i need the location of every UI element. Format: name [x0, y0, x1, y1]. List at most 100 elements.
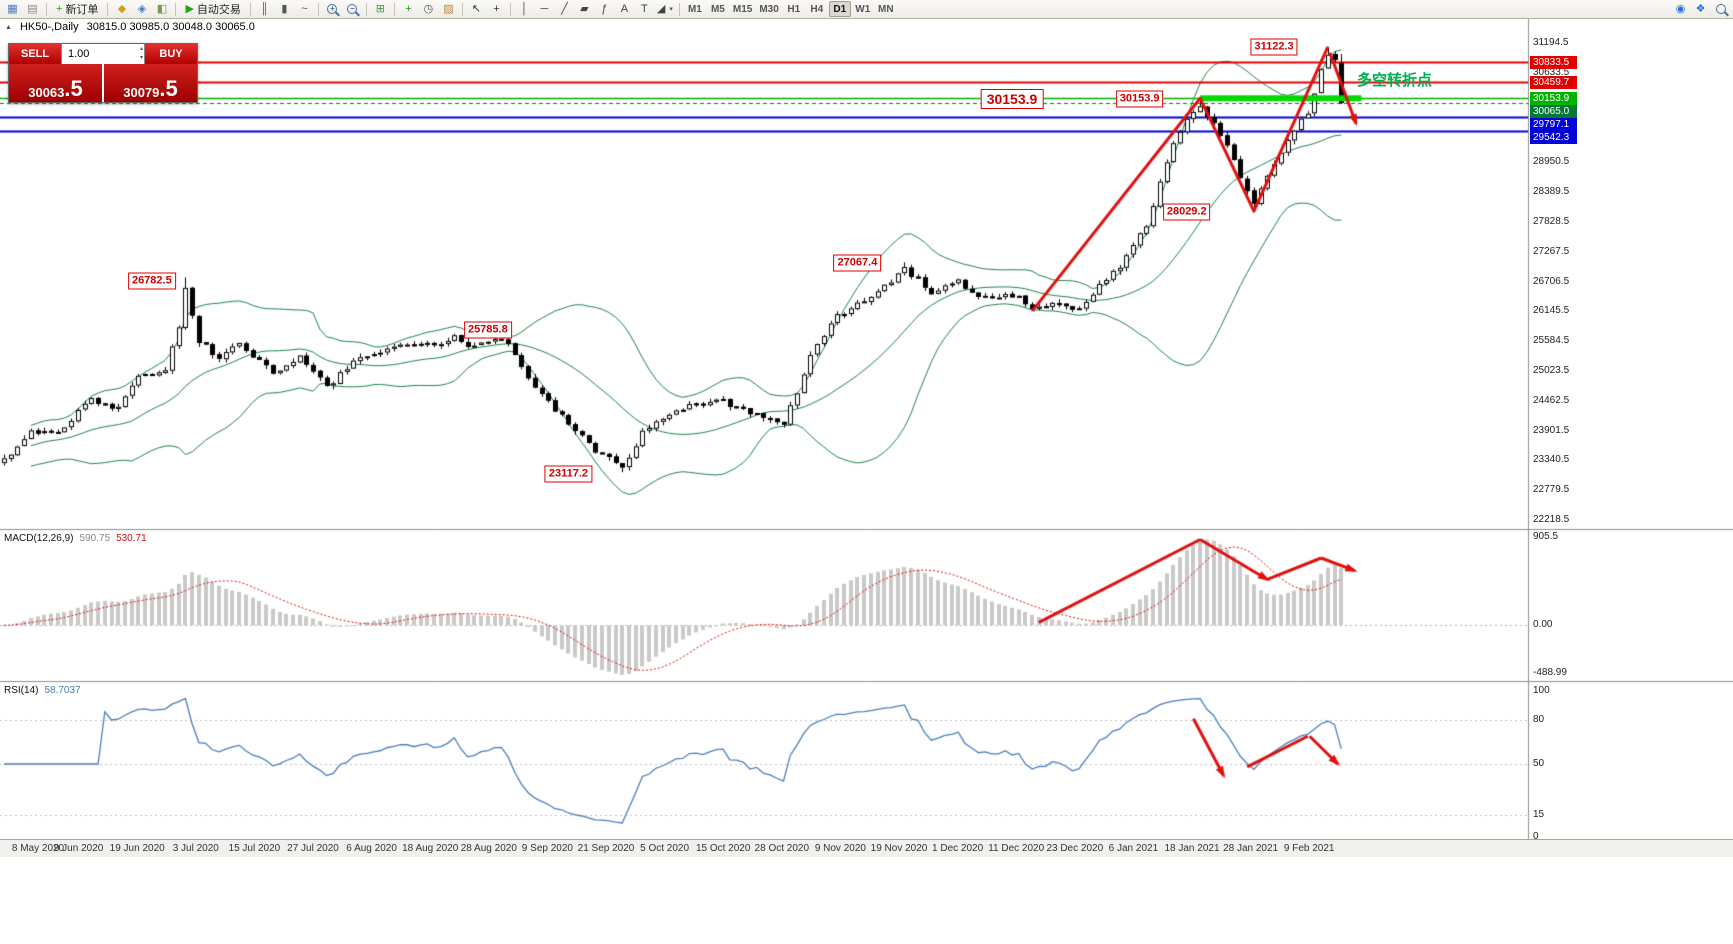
trendline-button[interactable]: ╱ [555, 1, 574, 17]
price-annotation-label[interactable]: 26782.5 [127, 272, 176, 290]
timeframe-m15-button[interactable]: M15 [732, 3, 753, 15]
toolbar-separator [678, 2, 680, 16]
arrows-list-button[interactable]: ◢ ▾ [655, 1, 675, 17]
time-axis-label: 6 Aug 2020 [346, 843, 397, 854]
fibonacci-icon: ƒ [601, 2, 608, 15]
sell-button[interactable]: SELL [9, 44, 61, 64]
toolbar-separator [107, 2, 109, 16]
turning-point-label[interactable]: 多空转折点 [1357, 72, 1433, 89]
search-button[interactable] [1711, 1, 1730, 17]
timeframe-h1-button[interactable]: H1 [787, 3, 801, 15]
community-icon: ◉ [1675, 2, 1686, 15]
new-order-icon: + [56, 2, 63, 15]
rsi-indicator-label: RSI(14) 58.7037 [4, 685, 81, 696]
toolbar-separator [249, 2, 251, 16]
rsi-value: 58.7037 [44, 685, 81, 696]
timeframe-w1-button[interactable]: W1 [855, 3, 871, 15]
time-axis-label: 11 Dec 2020 [988, 843, 1045, 854]
price-annotation-label[interactable]: 30153.9 [1115, 90, 1164, 108]
indicators-button[interactable]: + [399, 1, 418, 17]
buy-price[interactable]: 30079 .5 [104, 64, 197, 102]
new-chart-button[interactable]: ▦ [3, 1, 22, 17]
time-axis-label: 19 Jun 2020 [109, 843, 165, 854]
text-label-button[interactable]: T [635, 1, 654, 17]
volume-down-icon[interactable]: ▾ [139, 55, 143, 61]
zoom-in-button[interactable]: + [323, 1, 342, 17]
chart-canvas[interactable] [0, 19, 1733, 857]
price-annotation-label[interactable]: 30153.9 [980, 89, 1044, 110]
text-button[interactable]: A [615, 1, 634, 17]
navigator-icon: ◧ [156, 2, 168, 15]
chat-button[interactable]: ❖ [1691, 1, 1710, 17]
auto-trading-label: 自动交易 [196, 4, 241, 16]
time-axis-label: 18 Aug 2020 [402, 843, 459, 854]
candlestick-chart-button[interactable]: ▮ [275, 1, 294, 17]
community-button[interactable]: ◉ [1671, 1, 1690, 17]
price-annotation-label[interactable]: 28029.2 [1162, 203, 1211, 221]
cursor-button[interactable]: ↖ [467, 1, 486, 17]
data-window-button[interactable]: ◈ [132, 1, 151, 17]
line-chart-button[interactable]: ~ [295, 1, 314, 17]
vertical-line-button[interactable]: │ [515, 1, 534, 17]
periods-button[interactable]: ◷ [419, 1, 438, 17]
time-axis-label: 18 Jan 2021 [1164, 843, 1220, 854]
timeframe-m5-button[interactable]: M5 [710, 3, 725, 15]
buy-price-pips: .5 [159, 76, 178, 102]
volume-stepper[interactable]: ▴ ▾ [61, 44, 145, 64]
macd-signal-value: 530.71 [116, 533, 147, 544]
time-axis-label: 15 Oct 2020 [695, 843, 751, 854]
timeframe-d1-button[interactable]: D1 [828, 1, 851, 17]
sell-price-main: 30063 [28, 85, 65, 100]
timeframe-m1-button[interactable]: M1 [687, 3, 702, 15]
volume-up-icon[interactable]: ▴ [139, 46, 143, 52]
macd-name: MACD(12,26,9) [4, 533, 74, 544]
timeframe-mn-button[interactable]: MN [878, 3, 894, 15]
time-axis-label: 9 Sep 2020 [521, 843, 573, 854]
time-axis-label: 9 Feb 2021 [1283, 843, 1335, 854]
navigator-button[interactable]: ◧ [152, 1, 171, 17]
search-icon [1715, 4, 1726, 14]
auto-trading-button[interactable]: ▶ 自动交易 [180, 1, 245, 17]
chat-icon: ❖ [1695, 2, 1706, 15]
buy-button[interactable]: BUY [145, 44, 197, 64]
time-axis-label: 1 Dec 2020 [932, 843, 984, 854]
zoom-in-icon: + [327, 4, 338, 14]
templates-button[interactable]: ▨ [439, 1, 458, 17]
equidistant-channel-button[interactable]: ▰ [575, 1, 594, 17]
fibonacci-button[interactable]: ƒ [595, 1, 614, 17]
horizontal-line-button[interactable]: ─ [535, 1, 554, 17]
tile-windows-icon: ⊞ [375, 2, 386, 15]
market-watch-button[interactable]: ◆ [112, 1, 131, 17]
time-axis-label: 9 Jun 2020 [53, 843, 104, 854]
price-annotation-label[interactable]: 27067.4 [833, 254, 882, 272]
time-axis-label: 9 Nov 2020 [814, 843, 866, 854]
new-order-button[interactable]: + 新订单 [51, 1, 103, 17]
equidistant-channel-icon: ▰ [580, 2, 589, 15]
time-axis-label: 28 Aug 2020 [460, 843, 517, 854]
buy-price-main: 30079 [123, 85, 160, 100]
one-click-trading-panel: SELL ▴ ▾ BUY 30063 .5 30079 .5 [8, 43, 198, 103]
time-axis-label: 23 Dec 2020 [1046, 843, 1104, 854]
toolbar-separator [317, 2, 319, 16]
sell-price[interactable]: 30063 .5 [9, 64, 102, 102]
chart-profiles-button[interactable]: ▤ [23, 1, 42, 17]
time-axis-label: 19 Nov 2020 [870, 843, 928, 854]
macd-main-value: 590.75 [79, 533, 111, 544]
volume-input[interactable] [62, 48, 144, 60]
zoom-out-button[interactable]: − [343, 1, 362, 17]
timeframe-m30-button[interactable]: M30 [759, 3, 779, 15]
trendline-icon: ╱ [561, 2, 568, 15]
price-annotation-label[interactable]: 31122.3 [1250, 38, 1298, 56]
auto-trading-icon: ▶ [185, 2, 194, 15]
price-annotation-label[interactable]: 23117.2 [544, 465, 593, 483]
crosshair-button[interactable]: + [487, 1, 506, 17]
time-axis-label: 21 Sep 2020 [577, 843, 635, 854]
tile-windows-button[interactable]: ⊞ [371, 1, 390, 17]
bar-chart-button[interactable]: ║ [255, 1, 274, 17]
timeframe-h4-button[interactable]: H4 [810, 3, 824, 15]
symbol-period: HK50-,Daily [19, 21, 79, 33]
crosshair-icon: + [493, 2, 500, 15]
horizontal-line-icon: ─ [540, 2, 549, 15]
price-annotation-label[interactable]: 25785.8 [463, 321, 512, 339]
chart-profiles-icon: ▤ [27, 2, 38, 15]
